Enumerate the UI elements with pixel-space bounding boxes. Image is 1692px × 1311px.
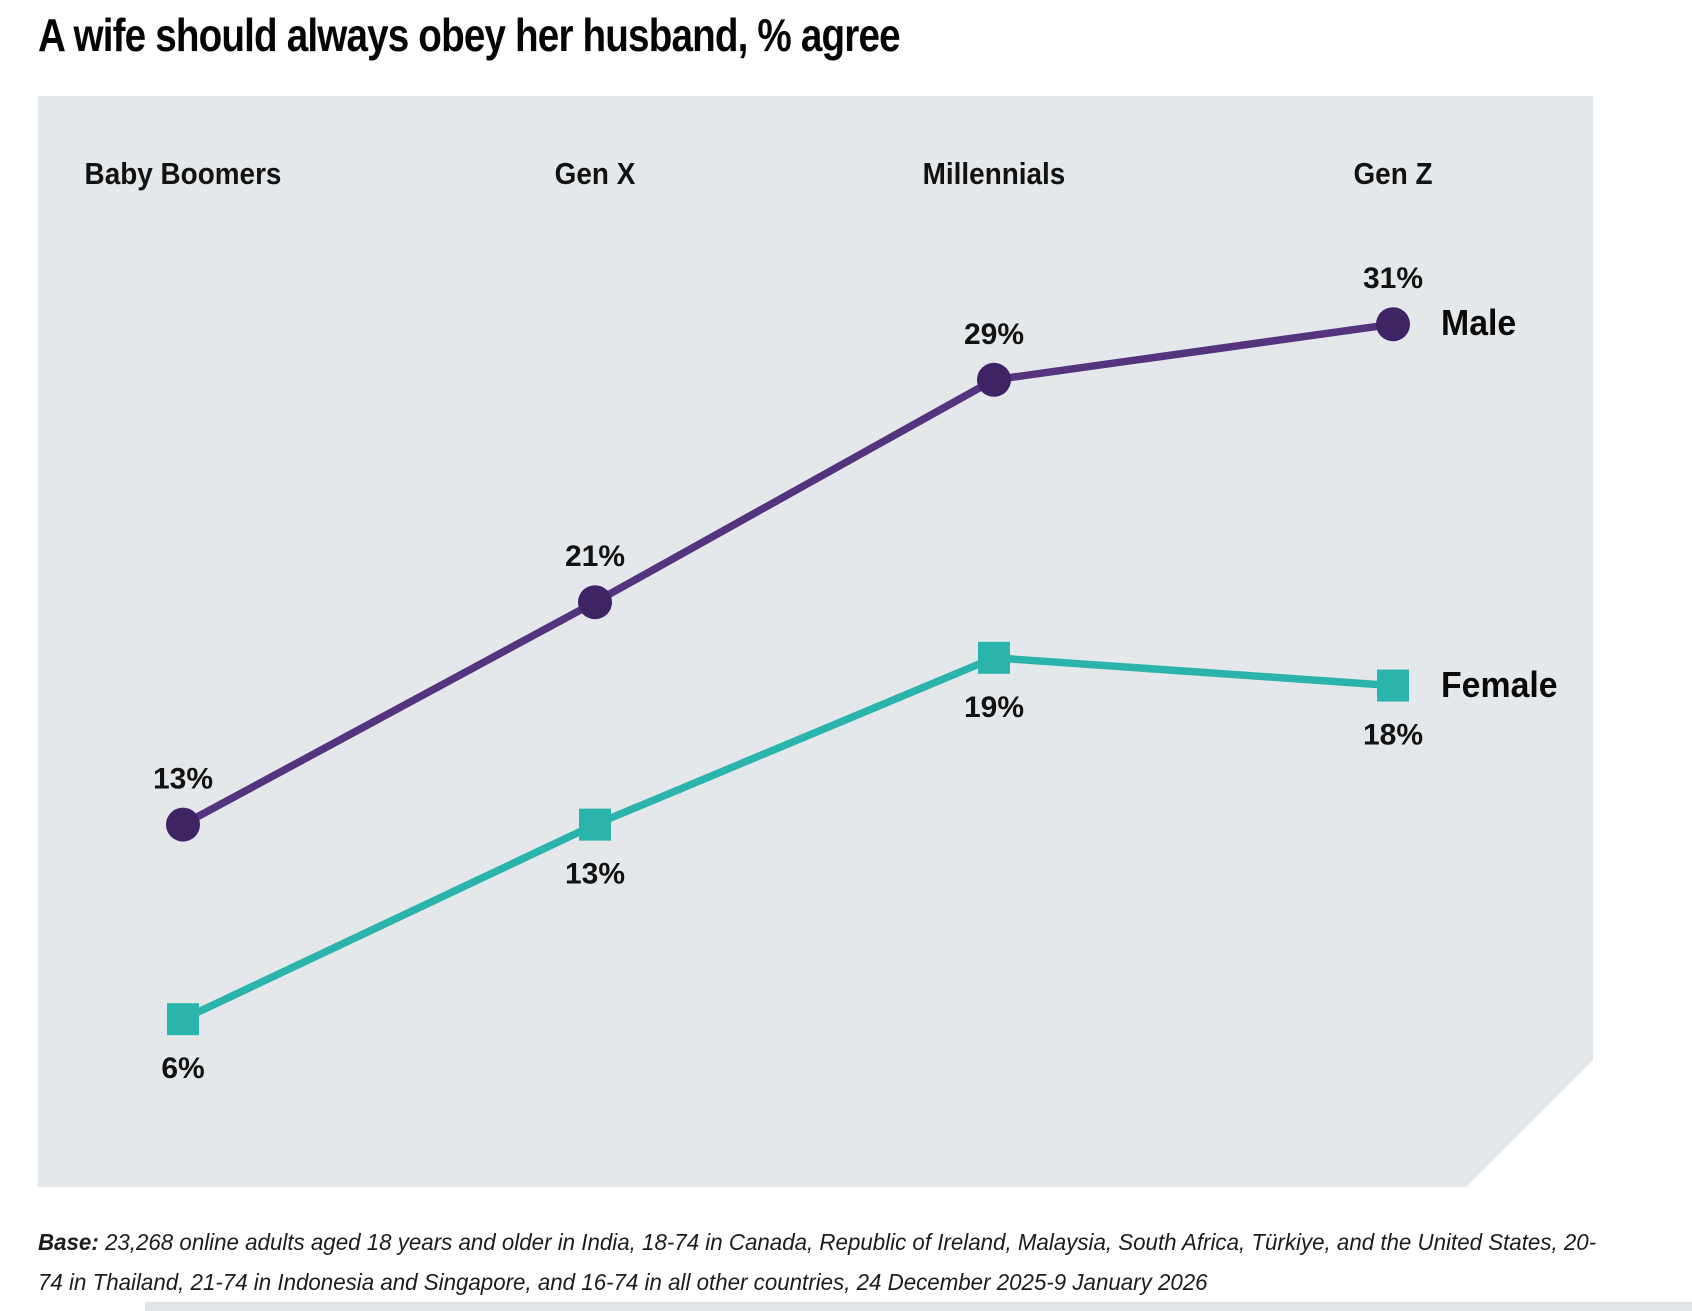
value-label-female-baby-boomers: 6% [161, 1052, 204, 1085]
data-point-male-baby-boomers [166, 807, 200, 842]
data-point-male-millennials [977, 362, 1011, 397]
category-label-gen-z: Gen Z [1353, 156, 1433, 191]
value-label-female-millennials: 19% [964, 691, 1024, 724]
legend-male-label: Male [1441, 302, 1517, 344]
value-label-male-millennials: 29% [964, 318, 1024, 351]
bottom-divider-bar [145, 1302, 1692, 1311]
data-point-female-gen-z [1377, 669, 1409, 702]
chart-panel [38, 96, 1593, 1187]
value-label-male-gen-x: 21% [565, 540, 625, 573]
legend-female-label: Female [1441, 663, 1558, 705]
base-note-label: Base: [38, 1229, 99, 1255]
base-note-line1: 23,268 online adults aged 18 years and o… [104, 1229, 1597, 1255]
chart-title: A wife should always obey her husband, %… [38, 9, 901, 61]
base-note-line2: 74 in Thailand, 21-74 in Indonesia and S… [38, 1269, 1208, 1295]
data-point-female-millennials [978, 641, 1010, 674]
category-label-gen-x: Gen X [554, 156, 636, 191]
base-note: Base: 23,268 online adults aged 18 years… [38, 1222, 1609, 1302]
value-label-female-gen-z: 18% [1363, 719, 1423, 752]
series-line-male [181, 320, 1394, 828]
data-point-male-gen-z [1376, 307, 1410, 342]
category-label-millennials: Millennials [922, 156, 1066, 191]
data-point-female-gen-x [579, 808, 611, 841]
data-point-female-baby-boomers [167, 1003, 199, 1036]
value-label-male-gen-z: 31% [1363, 262, 1423, 295]
data-point-male-gen-x [578, 585, 612, 620]
value-label-female-gen-x: 13% [565, 858, 625, 891]
series-line-female [181, 653, 1394, 1023]
value-label-male-baby-boomers: 13% [153, 763, 213, 796]
category-label-baby-boomers: Baby Boomers [84, 156, 282, 191]
